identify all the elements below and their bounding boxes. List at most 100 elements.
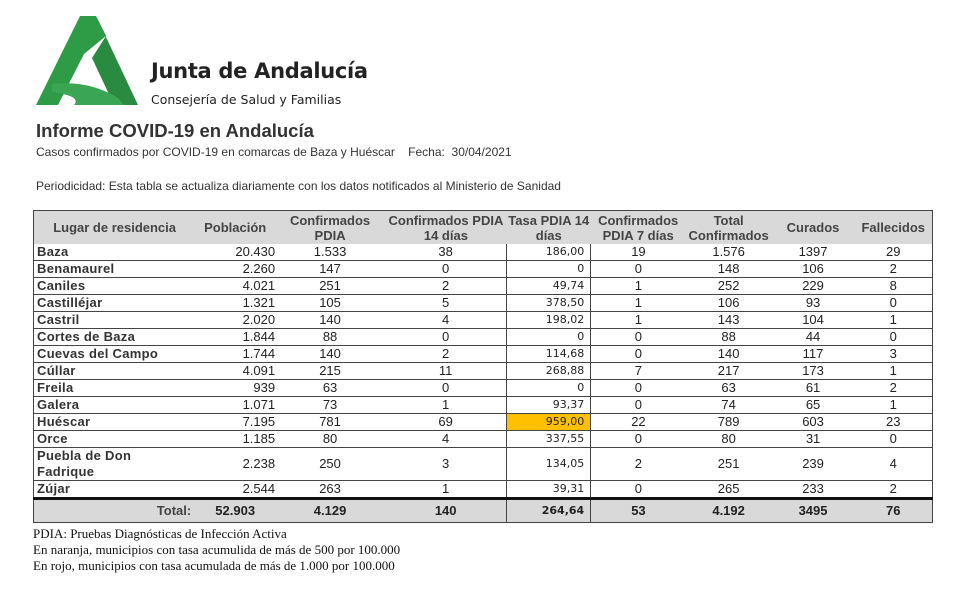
- table-row: Cúllar 4.091 215 11 268,88 7 217 173 1: [33, 362, 933, 380]
- total-value: 4.129: [275, 497, 385, 523]
- table-row: Zújar 2.544 263 1 39,31 0 265 233 2: [33, 480, 933, 499]
- cell-value: 186,00: [506, 244, 592, 261]
- cell-value: 1.844: [195, 328, 276, 346]
- cell-value: 88: [685, 328, 772, 346]
- table-row: Baza 20.430 1.533 38 186,00 19 1.576 1397 29: [33, 244, 933, 261]
- cell-value: 2.544: [195, 480, 276, 499]
- cell-value: 2: [854, 379, 933, 397]
- table-row: Cortes de Baza 1.844 88 0 0 0 88 44 0: [33, 328, 933, 346]
- cell-value: 263: [275, 480, 385, 499]
- total-value: 52.903: [195, 497, 276, 523]
- total-value: 76: [854, 497, 933, 523]
- column-header: Curados: [771, 210, 855, 244]
- org-name: Junta de Andalucía: [151, 59, 368, 83]
- cell-value: 80: [685, 430, 772, 448]
- cell-value: 250: [275, 447, 385, 481]
- municipality-name: Galera: [33, 396, 196, 414]
- cell-value: 1: [590, 311, 686, 329]
- cell-value: 268,88: [506, 362, 592, 380]
- cell-value: 1: [854, 311, 933, 329]
- cell-value: 1: [854, 362, 933, 380]
- cell-value: 147: [275, 260, 385, 278]
- cell-value: 2: [854, 260, 933, 278]
- total-value: 3495: [771, 497, 855, 523]
- cell-value: 74: [685, 396, 772, 414]
- cell-value: 233: [771, 480, 855, 499]
- column-header: Confirmados PDIA 14 días: [385, 210, 507, 244]
- cell-value: 1397: [771, 244, 855, 261]
- table-row: Galera 1.071 73 1 93,37 0 74 65 1: [33, 396, 933, 414]
- cell-value: 7.195: [195, 413, 276, 431]
- column-header: Confirmados PDIA: [275, 210, 385, 244]
- table-row: Puebla de Don Fadrique 2.238 250 3 134,05 2 25…: [33, 447, 933, 481]
- municipality-name: Castril: [33, 311, 196, 329]
- cell-value: 140: [685, 345, 772, 363]
- cell-value: 0: [385, 379, 507, 397]
- total-value: 140: [385, 497, 507, 523]
- cell-value: 173: [771, 362, 855, 380]
- cell-value: 44: [771, 328, 855, 346]
- cell-value: 2: [854, 480, 933, 499]
- cell-value: 148: [685, 260, 772, 278]
- cell-value: 2.238: [195, 447, 276, 481]
- table-row: Orce 1.185 80 4 337,55 0 80 31 0: [33, 430, 933, 448]
- municipality-name: Caniles: [33, 277, 196, 295]
- municipality-name: Castilléjar: [33, 294, 196, 312]
- cell-value: 2: [385, 345, 507, 363]
- note-red: En rojo, municipios con tasa acumulada d…: [33, 558, 395, 573]
- municipality-name: Benamaurel: [33, 260, 196, 278]
- cell-value: 1: [385, 480, 507, 499]
- cell-value: 140: [275, 345, 385, 363]
- cell-value: 63: [685, 379, 772, 397]
- cell-value: 11: [385, 362, 507, 380]
- cell-value: 49,74: [506, 277, 592, 295]
- dept-name: Consejería de Salud y Familias: [151, 92, 342, 107]
- cell-value: 104: [771, 311, 855, 329]
- junta-andalucia-logo-icon: [36, 16, 138, 105]
- cell-value: 1: [385, 396, 507, 414]
- municipality-name: Cuevas del Campo: [33, 345, 196, 363]
- cell-value: 265: [685, 480, 772, 499]
- municipality-name: Puebla de Don Fadrique: [33, 447, 196, 481]
- cell-value: 2: [385, 277, 507, 295]
- cell-value: 603: [771, 413, 855, 431]
- cell-value: 93,37: [506, 396, 592, 414]
- cell-value: 0: [590, 480, 686, 499]
- municipality-name: Baza: [33, 244, 196, 261]
- cell-value: 1.071: [195, 396, 276, 414]
- municipality-name: Cúllar: [33, 362, 196, 380]
- cell-value: 239: [771, 447, 855, 481]
- column-header: Tasa PDIA 14 días: [506, 210, 591, 244]
- covid-table: Lugar de residencia Población Confirmados …: [33, 210, 933, 523]
- cell-value: 781: [275, 413, 385, 431]
- note-pdia: PDIA: Pruebas Diagnósticas de Infección …: [33, 526, 287, 541]
- cell-value: 134,05: [506, 447, 592, 481]
- cell-value: 251: [685, 447, 772, 481]
- cell-value: 2: [590, 447, 686, 481]
- cell-value: 106: [771, 260, 855, 278]
- cell-value: 117: [771, 345, 855, 363]
- column-header: Fallecidos: [854, 210, 933, 244]
- cell-value: 8: [854, 277, 933, 295]
- total-row: Total: 52.903 4.129 140 264,64 53 4.192 3495 76: [33, 497, 933, 523]
- cell-value: 93: [771, 294, 855, 312]
- cell-value: 0: [854, 328, 933, 346]
- total-label: Total:: [33, 497, 196, 523]
- periodicity-note: Periodicidad: Esta tabla se actualiza di…: [36, 179, 561, 193]
- cell-value: 0: [590, 379, 686, 397]
- cell-value: 4: [854, 447, 933, 481]
- cell-value: 2.020: [195, 311, 276, 329]
- cell-value: 1.185: [195, 430, 276, 448]
- total-value: 264,64: [506, 497, 592, 523]
- cell-value: 4.021: [195, 277, 276, 295]
- report-date: 30/04/2021: [451, 145, 512, 159]
- column-header: Total Confirmados: [685, 210, 772, 244]
- cell-value: 1.321: [195, 294, 276, 312]
- cell-value: 251: [275, 277, 385, 295]
- cell-value: 0: [854, 430, 933, 448]
- cell-value: 5: [385, 294, 507, 312]
- cell-value: 73: [275, 396, 385, 414]
- cell-value: 1: [854, 396, 933, 414]
- table-row: Freila 939 63 0 0 0 63 61 2: [33, 379, 933, 397]
- cell-value: 29: [854, 244, 933, 261]
